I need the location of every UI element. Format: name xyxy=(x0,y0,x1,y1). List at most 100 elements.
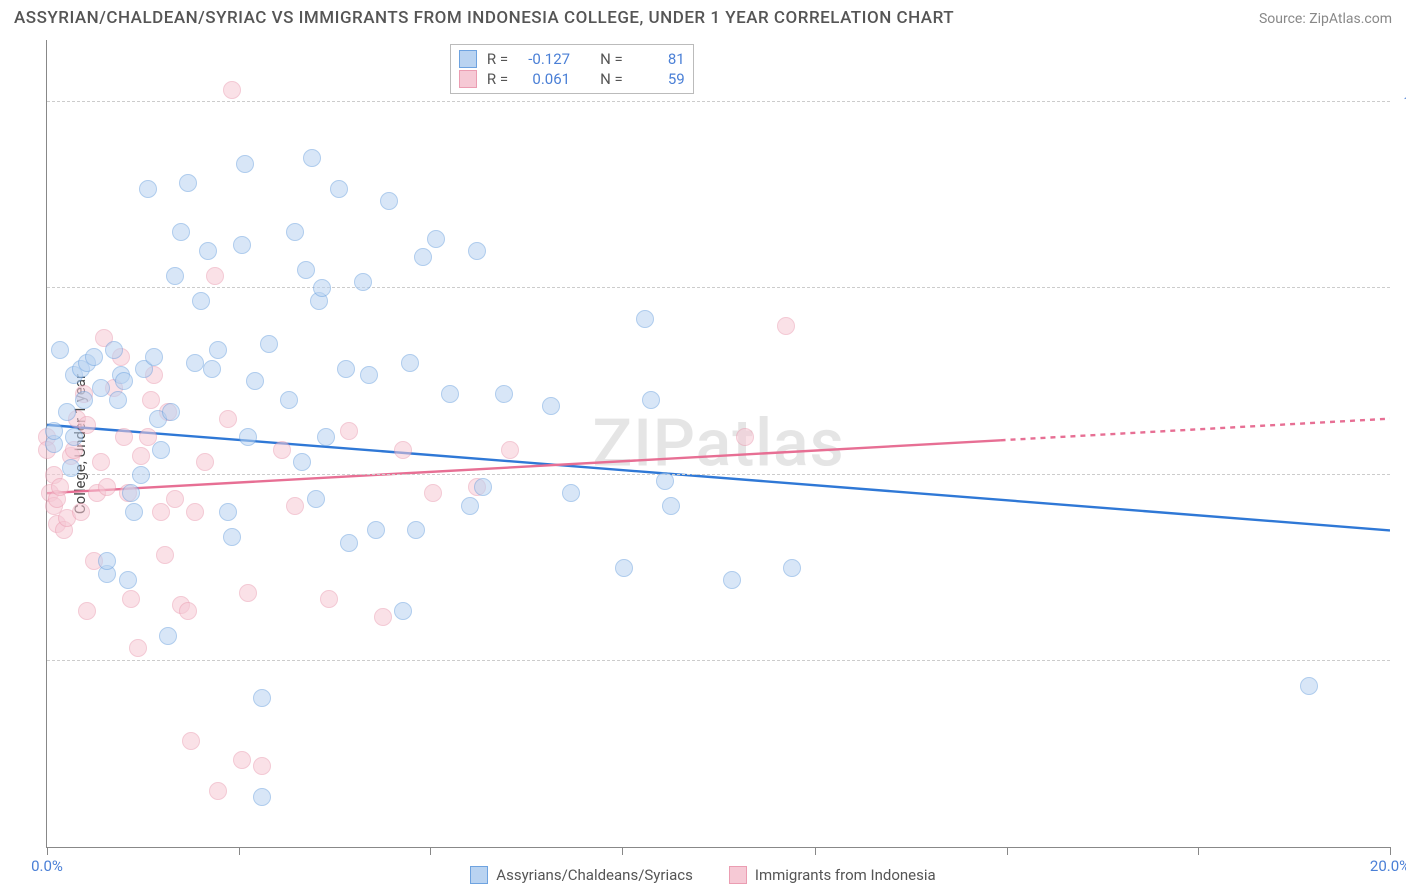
scatter-point-series-a xyxy=(723,571,741,589)
scatter-point-series-a xyxy=(656,472,674,490)
scatter-point-series-a xyxy=(307,490,325,508)
chart-title: ASSYRIAN/CHALDEAN/SYRIAC VS IMMIGRANTS F… xyxy=(14,8,954,28)
scatter-point-series-a xyxy=(186,354,204,372)
scatter-point-series-b xyxy=(132,447,150,465)
scatter-point-series-a xyxy=(105,341,123,359)
scatter-point-series-b xyxy=(196,453,214,471)
scatter-point-series-a xyxy=(172,223,190,241)
swatch-series-a xyxy=(459,50,477,68)
scatter-point-series-a xyxy=(159,627,177,645)
scatter-point-series-a xyxy=(354,273,372,291)
scatter-point-series-a xyxy=(109,391,127,409)
scatter-point-series-a xyxy=(145,348,163,366)
scatter-point-series-a xyxy=(45,422,63,440)
scatter-point-series-b xyxy=(374,608,392,626)
scatter-point-series-a xyxy=(152,441,170,459)
scatter-point-series-a xyxy=(662,497,680,515)
scatter-point-series-a xyxy=(783,559,801,577)
chart-area: College, Under 1 year ZIPatlas R = -0.12… xyxy=(46,40,1390,848)
scatter-point-series-a xyxy=(542,397,560,415)
scatter-point-series-b xyxy=(209,782,227,800)
scatter-point-series-a xyxy=(239,428,257,446)
gridline xyxy=(47,101,1390,102)
x-tick xyxy=(47,847,48,855)
scatter-point-series-a xyxy=(51,341,69,359)
scatter-point-series-b xyxy=(78,602,96,620)
scatter-point-series-a xyxy=(367,521,385,539)
r-value-b: 0.061 xyxy=(518,70,570,88)
scatter-point-series-a xyxy=(615,559,633,577)
scatter-point-series-a xyxy=(92,379,110,397)
scatter-point-series-a xyxy=(85,348,103,366)
legend-item-series-b: Immigrants from Indonesia xyxy=(729,866,936,884)
x-tick xyxy=(1007,847,1008,855)
scatter-point-series-b xyxy=(424,484,442,502)
r-label: R = xyxy=(487,50,508,68)
scatter-point-series-a xyxy=(340,534,358,552)
r-label: R = xyxy=(487,70,508,88)
series-a-label: Assyrians/Chaldeans/Syriacs xyxy=(496,866,693,884)
scatter-point-series-a xyxy=(132,466,150,484)
scatter-point-series-a xyxy=(125,503,143,521)
scatter-point-series-a xyxy=(360,366,378,384)
scatter-point-series-a xyxy=(286,223,304,241)
scatter-point-series-a xyxy=(562,484,580,502)
scatter-point-series-a xyxy=(317,428,335,446)
scatter-point-series-b xyxy=(394,441,412,459)
swatch-series-b xyxy=(729,866,747,884)
y-tick-label: 100.0% xyxy=(1396,93,1406,111)
scatter-point-series-b xyxy=(51,478,69,496)
scatter-point-series-b xyxy=(501,441,519,459)
scatter-point-series-a xyxy=(407,521,425,539)
x-tick xyxy=(1198,847,1199,855)
series-b-label: Immigrants from Indonesia xyxy=(755,866,936,884)
y-tick-label: 85.0% xyxy=(1396,279,1406,297)
plot-area: ZIPatlas R = -0.127 N = 81 R = 0.061 N =… xyxy=(46,40,1390,848)
scatter-point-series-b xyxy=(122,590,140,608)
scatter-point-series-a xyxy=(441,385,459,403)
stats-row-series-b: R = 0.061 N = 59 xyxy=(459,69,685,89)
source-label: Source: ZipAtlas.com xyxy=(1259,11,1392,27)
scatter-point-series-a xyxy=(98,552,116,570)
scatter-point-series-b xyxy=(340,422,358,440)
n-value-b: 59 xyxy=(633,70,685,88)
swatch-series-a xyxy=(470,866,488,884)
scatter-point-series-a xyxy=(414,248,432,266)
scatter-point-series-a xyxy=(427,230,445,248)
scatter-point-series-a xyxy=(394,602,412,620)
scatter-point-series-a xyxy=(119,571,137,589)
scatter-point-series-a xyxy=(219,503,237,521)
scatter-point-series-b xyxy=(92,453,110,471)
scatter-point-series-b xyxy=(223,81,241,99)
gridline xyxy=(47,660,1390,661)
scatter-point-series-a xyxy=(75,391,93,409)
scatter-point-series-b xyxy=(206,267,224,285)
y-tick-label: 70.0% xyxy=(1396,466,1406,484)
x-tick xyxy=(622,847,623,855)
scatter-point-series-a xyxy=(636,310,654,328)
scatter-point-series-a xyxy=(1300,677,1318,695)
scatter-point-series-a xyxy=(179,174,197,192)
scatter-point-series-a xyxy=(223,528,241,546)
scatter-point-series-a xyxy=(280,391,298,409)
scatter-point-series-a xyxy=(58,403,76,421)
scatter-point-series-a xyxy=(461,497,479,515)
scatter-point-series-a xyxy=(233,236,251,254)
scatter-point-series-a xyxy=(313,279,331,297)
scatter-point-series-b xyxy=(115,428,133,446)
scatter-point-series-a xyxy=(303,149,321,167)
scatter-point-series-a xyxy=(293,453,311,471)
scatter-point-series-a xyxy=(495,385,513,403)
gridline xyxy=(47,287,1390,288)
y-tick-label: 55.0% xyxy=(1396,652,1406,670)
x-tick xyxy=(1390,847,1391,855)
scatter-point-series-b xyxy=(179,602,197,620)
scatter-point-series-a xyxy=(166,267,184,285)
scatter-point-series-a xyxy=(199,242,217,260)
scatter-point-series-b xyxy=(777,317,795,335)
scatter-point-series-a xyxy=(642,391,660,409)
x-tick xyxy=(815,847,816,855)
legend-item-series-a: Assyrians/Chaldeans/Syriacs xyxy=(470,866,693,884)
scatter-point-series-b xyxy=(736,428,754,446)
scatter-point-series-a xyxy=(192,292,210,310)
